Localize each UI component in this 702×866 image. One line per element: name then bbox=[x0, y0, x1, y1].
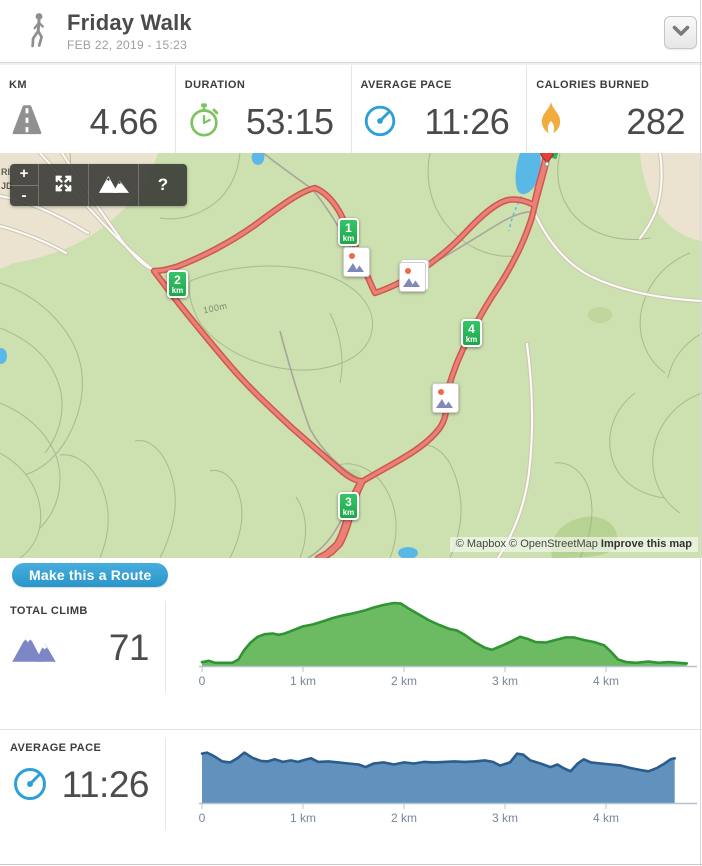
zoom-in-button[interactable]: + bbox=[10, 164, 38, 186]
route-map[interactable]: RI JD 100m + - bbox=[0, 153, 702, 558]
fullscreen-icon bbox=[52, 172, 75, 198]
photo-marker-2[interactable] bbox=[399, 262, 426, 292]
speedometer-icon bbox=[361, 101, 399, 144]
total-climb-section: TOTAL CLIMB 71 0 1 km 2 km 3 km 4 km bbox=[0, 593, 702, 705]
km-marker-3[interactable]: 3 km bbox=[338, 492, 359, 520]
map-stream bbox=[508, 190, 525, 232]
elevation-area bbox=[202, 603, 687, 666]
average-pace-label: AVERAGE PACE bbox=[10, 742, 102, 754]
map-place-label: JD bbox=[1, 181, 13, 191]
km-marker-1[interactable]: 1 km bbox=[338, 218, 359, 246]
photo-marker-3[interactable] bbox=[432, 383, 459, 413]
terrain-button[interactable] bbox=[88, 164, 138, 206]
average-pace-value: 11:26 bbox=[61, 764, 150, 805]
stat-label: DURATION bbox=[184, 79, 246, 91]
stat-value: 11:26 bbox=[424, 101, 510, 142]
photo-sun-glyph bbox=[405, 268, 411, 274]
flame-icon bbox=[536, 101, 566, 143]
svg-text:3 km: 3 km bbox=[492, 811, 518, 825]
start-pin bbox=[540, 153, 559, 167]
stat-value: 282 bbox=[626, 101, 685, 142]
stat-distance: KM 4.66 bbox=[0, 65, 175, 153]
stats-bar: KM 4.66 DURATION bbox=[0, 63, 702, 153]
svg-text:1 km: 1 km bbox=[290, 674, 316, 688]
photo-mountain-glyph bbox=[403, 278, 420, 287]
svg-text:3 km: 3 km bbox=[492, 674, 518, 688]
elevation-line bbox=[200, 601, 689, 665]
stat-label: KM bbox=[9, 79, 27, 91]
km-marker-4[interactable]: 4 km bbox=[461, 319, 482, 347]
page-right-border bbox=[700, 0, 701, 866]
stat-average-pace: AVERAGE PACE 11:26 bbox=[350, 65, 527, 153]
activity-datetime: FEB 22, 2019 - 15:23 bbox=[67, 37, 188, 52]
zoom-out-button[interactable]: - bbox=[10, 186, 38, 207]
route-button-row: Make this a Route bbox=[0, 558, 702, 593]
stat-label: CALORIES BURNED bbox=[536, 79, 650, 91]
pace-chart: 0 1 km 2 km 3 km 4 km bbox=[199, 751, 697, 825]
attribution-text: © Mapbox © OpenStreetMap bbox=[455, 538, 601, 550]
photo-sun-glyph bbox=[349, 253, 355, 259]
photo-marker-1[interactable] bbox=[343, 247, 370, 277]
photo-mountain-glyph bbox=[347, 263, 364, 272]
svg-text:4 km: 4 km bbox=[593, 674, 619, 688]
svg-text:0: 0 bbox=[199, 811, 206, 825]
help-button[interactable]: ? bbox=[138, 164, 187, 206]
mountains-icon bbox=[98, 173, 130, 197]
chevron-down-icon bbox=[672, 25, 690, 40]
page-title: Friday Walk bbox=[67, 9, 192, 35]
svg-text:4 km: 4 km bbox=[593, 811, 619, 825]
improve-map-link[interactable]: Improve this map bbox=[600, 538, 692, 550]
speedometer-icon bbox=[10, 763, 50, 808]
map-water bbox=[0, 153, 541, 558]
elevation-chart-area: 0 1 km 2 km 3 km 4 km bbox=[166, 593, 702, 705]
make-route-button[interactable]: Make this a Route bbox=[12, 563, 169, 587]
average-pace-summary: AVERAGE PACE 11:26 bbox=[0, 730, 166, 842]
activity-header: Friday Walk FEB 22, 2019 - 15:23 bbox=[0, 0, 702, 63]
page-bottom-border bbox=[0, 864, 702, 865]
photo-sun-glyph bbox=[438, 389, 444, 395]
pace-axis-ticks: 0 1 km 2 km 3 km 4 km bbox=[199, 803, 619, 825]
mountains-climb-icon bbox=[10, 627, 57, 669]
photo-mountain-glyph bbox=[436, 399, 453, 408]
elevation-axis-ticks: 0 1 km 2 km 3 km 4 km bbox=[199, 666, 619, 688]
walking-person-icon bbox=[27, 12, 49, 53]
map-toolbar: + - ? bbox=[10, 164, 187, 206]
svg-text:1 km: 1 km bbox=[290, 811, 316, 825]
road-icon bbox=[9, 103, 45, 141]
total-climb-label: TOTAL CLIMB bbox=[10, 605, 88, 617]
pace-line bbox=[200, 751, 676, 773]
map-attribution: © Mapbox © OpenStreetMap Improve this ma… bbox=[449, 537, 698, 552]
elevation-chart: 0 1 km 2 km 3 km 4 km bbox=[199, 601, 697, 688]
map-place-label: RI bbox=[1, 167, 10, 177]
fullscreen-button[interactable] bbox=[38, 164, 88, 206]
svg-text:0: 0 bbox=[199, 674, 206, 688]
total-climb-value: 71 bbox=[108, 627, 150, 668]
stat-calories: CALORIES BURNED 282 bbox=[526, 65, 702, 153]
stat-value: 53:15 bbox=[245, 101, 334, 142]
map-contour-lines bbox=[0, 153, 702, 558]
km-marker-2[interactable]: 2 km bbox=[167, 270, 188, 298]
stopwatch-icon bbox=[185, 101, 223, 144]
stat-label: AVERAGE PACE bbox=[360, 79, 452, 91]
stat-duration: DURATION 53:15 bbox=[174, 65, 351, 153]
section-divider bbox=[0, 729, 702, 730]
collapse-details-button[interactable] bbox=[664, 16, 697, 49]
pace-chart-area: 0 1 km 2 km 3 km 4 km bbox=[166, 730, 702, 842]
total-climb-summary: TOTAL CLIMB 71 bbox=[0, 593, 166, 705]
svg-text:2 km: 2 km bbox=[391, 674, 417, 688]
average-pace-section: AVERAGE PACE 11:26 0 1 km 2 km 3 km 4 km bbox=[0, 730, 702, 842]
stat-value: 4.66 bbox=[89, 101, 159, 142]
svg-text:2 km: 2 km bbox=[391, 811, 417, 825]
